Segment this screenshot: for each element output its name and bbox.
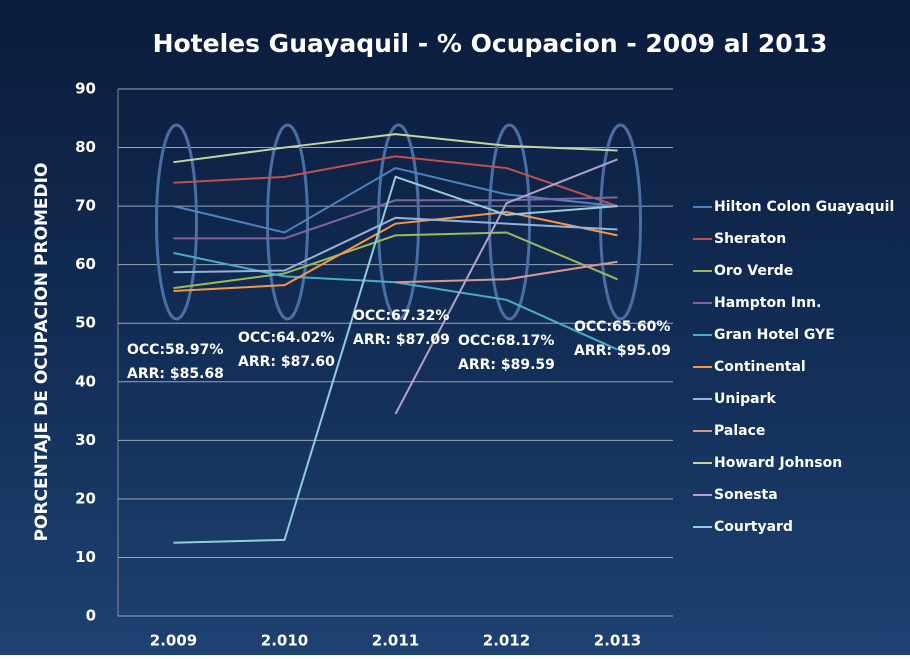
highlight-ellipse: [599, 123, 642, 321]
legend-label: Unipark: [714, 391, 777, 407]
legend-label: Palace: [714, 423, 765, 439]
annotation-occ: OCC:68.17%: [458, 333, 554, 349]
y-tick-label: 80: [75, 138, 96, 156]
annotation-arr: ARR: $87.09: [353, 332, 450, 348]
annotation-occ: OCC:64.02%: [238, 330, 334, 346]
series-line: [173, 155, 618, 208]
y-tick-label: 50: [75, 314, 96, 332]
y-tick-label: 10: [75, 548, 96, 566]
legend-label: Howard Johnson: [714, 455, 842, 471]
annotation-arr: ARR: $89.59: [458, 357, 555, 373]
annotation-arr: ARR: $95.09: [574, 343, 671, 359]
y-tick-label: 30: [75, 431, 96, 449]
x-tick-label: 2.009: [150, 632, 197, 650]
legend-label: Continental: [714, 359, 806, 375]
series-line: [173, 133, 618, 164]
highlight-ellipse: [266, 123, 309, 321]
series-line: [173, 216, 618, 274]
y-tick-label: 20: [75, 489, 96, 507]
legend-label: Hampton Inn.: [714, 295, 821, 311]
annotation-occ: OCC:65.60%: [574, 319, 670, 335]
y-tick-label: 60: [75, 255, 96, 273]
legend-label: Oro Verde: [714, 263, 793, 279]
legend-label: Hilton Colon Guayaquil: [714, 199, 894, 215]
legend-label: Sonesta: [714, 487, 778, 503]
x-tick-label: 2.013: [594, 632, 641, 650]
legend-label: Courtyard: [714, 519, 793, 535]
y-tick-label: 90: [75, 80, 96, 98]
x-tick-label: 2.012: [483, 632, 530, 650]
annotation-occ: OCC:67.32%: [353, 308, 449, 324]
series-line: [173, 231, 618, 290]
x-tick-label: 2.011: [372, 632, 419, 650]
annotation-arr: ARR: $85.68: [127, 366, 224, 382]
annotation-arr: ARR: $87.60: [238, 354, 335, 370]
series-line: [173, 196, 618, 240]
series-line: [395, 260, 618, 284]
y-axis-label: PORCENTAJE DE OCUPACION PROMEDIO: [32, 163, 52, 542]
y-tick-label: 0: [86, 607, 96, 625]
y-tick-label: 70: [75, 197, 96, 215]
series-line: [394, 158, 618, 415]
series-line: [173, 210, 618, 293]
highlight-ellipse: [155, 123, 198, 321]
chart-title: Hoteles Guayaquil - % Ocupacion - 2009 a…: [153, 29, 828, 58]
y-tick-label: 40: [75, 372, 96, 390]
legend-label: Sheraton: [714, 231, 786, 247]
series-line: [173, 175, 618, 544]
annotation-occ: OCC:58.97%: [127, 342, 223, 358]
legend-label: Gran Hotel GYE: [714, 327, 835, 343]
x-tick-label: 2.010: [261, 632, 308, 650]
